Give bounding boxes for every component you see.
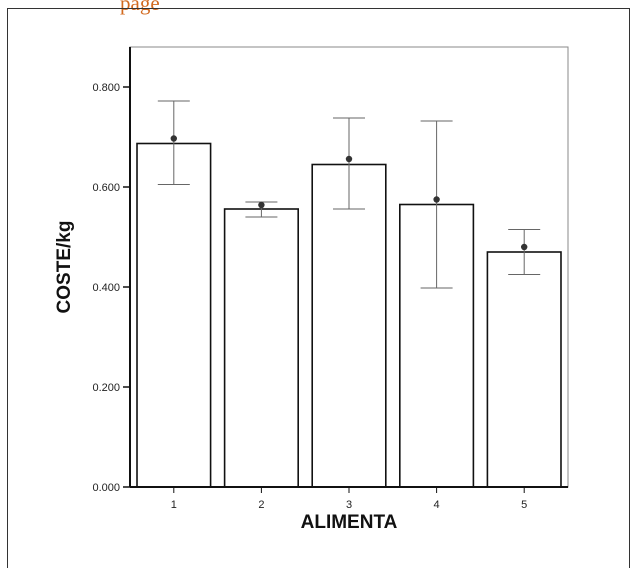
- mean-marker-5: [521, 243, 528, 251]
- x-tick-label-1: 1: [171, 499, 177, 511]
- x-tick-label-2: 2: [258, 499, 264, 511]
- figure-frame: [7, 8, 630, 568]
- y-tick-label-3: 0.600: [92, 182, 120, 194]
- y-tick-label-0: 0.000: [92, 482, 120, 494]
- header-text: page: [120, 0, 160, 15]
- x-tick-label-4: 4: [434, 499, 440, 511]
- bar-2: [223, 208, 299, 488]
- x-axis-title: ALIMENTA: [301, 512, 398, 533]
- bar-3: [311, 163, 387, 488]
- bar-5: [486, 251, 562, 488]
- y-axis-title: COSTE/kg: [54, 221, 75, 314]
- bar-1: [136, 142, 212, 488]
- x-tick-label-3: 3: [346, 499, 352, 511]
- mean-marker-4: [433, 196, 440, 203]
- mean-marker-3: [345, 155, 353, 163]
- y-tick-label-2: 0.400: [92, 282, 120, 294]
- mean-marker-2: [258, 201, 265, 209]
- y-tick-label-1: 0.200: [92, 382, 120, 394]
- y-tick-label-4: 0.800: [92, 82, 120, 94]
- mean-marker-1: [170, 135, 177, 142]
- x-tick-label-5: 5: [521, 499, 527, 511]
